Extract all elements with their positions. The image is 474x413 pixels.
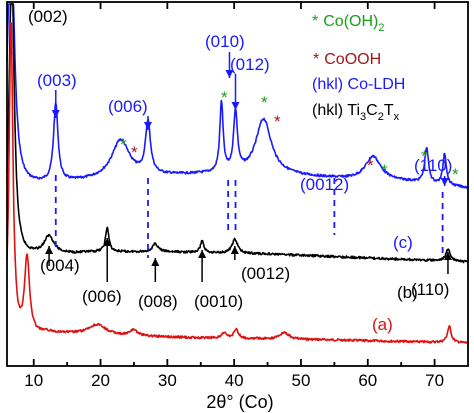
- label-ti-002: (002): [28, 7, 68, 26]
- star-co-oh2-73: *: [452, 165, 459, 184]
- legend-ti-sub-x: x: [394, 111, 400, 123]
- legend-co-oh2-sub: 2: [378, 22, 384, 34]
- arrow-ti-008-head: [151, 258, 160, 266]
- curve-label-a: (a): [372, 315, 393, 334]
- label-ldh-0012: (0012): [300, 175, 349, 194]
- label-ti-0012: (0012): [241, 264, 290, 283]
- legend-co-oh2: * Co(OH)2: [312, 13, 384, 34]
- label-ldh-012: (012): [230, 55, 270, 74]
- arrow-ti-0010-head: [198, 250, 207, 258]
- legend-ti-sub-2: 2: [378, 111, 384, 123]
- x-tick-label-20: 20: [91, 371, 110, 390]
- legend-coooh-marker: *: [313, 51, 319, 68]
- arrow-ti-0012-head: [230, 246, 239, 254]
- label-ldh-110: (110): [414, 156, 452, 175]
- legend-ti3c2tx: (hkl) Ti3C2Tx: [312, 102, 400, 123]
- star-co-oh2-38: *: [221, 88, 228, 107]
- label-ti-004: (004): [40, 256, 80, 275]
- x-tick-label-50: 50: [292, 371, 311, 390]
- label-ti-008: (008): [138, 292, 178, 311]
- x-tick-label-10: 10: [24, 371, 43, 390]
- x-tick-label-60: 60: [358, 371, 377, 390]
- legend-coooh-label: CoOOH: [324, 51, 381, 68]
- legend-ti-t: T: [384, 102, 394, 119]
- x-axis-title: 2θ° (Co): [206, 392, 273, 412]
- legend-co-oh2-marker: *: [312, 13, 318, 30]
- legend-ti-prefix: (hkl) Ti: [312, 102, 360, 119]
- star-coooh-25: *: [131, 143, 138, 162]
- arrow-ldh-006-head: [143, 122, 152, 130]
- arrow-ti-004-head: [45, 246, 54, 254]
- legend: * Co(OH)2 * CoOOH (hkl) Co-LDH (hkl) Ti3C2…: [312, 13, 405, 123]
- label-ti-006: (006): [82, 287, 122, 306]
- curve-c: [6, 3, 469, 189]
- legend-co-oh2-label: Co(OH): [323, 13, 378, 30]
- label-ldh-010: (010): [205, 32, 245, 51]
- curve-label-b: (b): [397, 283, 418, 302]
- legend-co-ldh: (hkl) Co-LDH: [312, 76, 405, 93]
- star-coooh-46: *: [274, 112, 281, 131]
- label-ldh-006: (006): [108, 97, 148, 116]
- label-ti-0010: (0010): [194, 292, 243, 311]
- legend-ti-sub-3: 3: [360, 111, 366, 123]
- curves-layer: [6, 3, 469, 344]
- curve-b: [6, 3, 469, 264]
- arrow-ldh-003-head: [51, 110, 60, 118]
- legend-ti-c: C: [366, 102, 378, 119]
- arrow-ldh-010-head: [225, 70, 234, 78]
- arrow-ldh-110-head: [440, 178, 449, 186]
- star-co-oh2-62: *: [381, 161, 388, 180]
- x-tick-label-40: 40: [225, 371, 244, 390]
- curve-label-c: (c): [393, 233, 413, 252]
- curve-a: [6, 22, 469, 344]
- star-co-oh2-44: *: [261, 93, 268, 112]
- star-co-oh2-23: *: [120, 135, 127, 154]
- arrow-ti-006-head: [103, 238, 112, 246]
- x-tick-label-30: 30: [158, 371, 177, 390]
- star-co-oh2-68: *: [421, 147, 428, 166]
- arrow-ldh-012-head: [231, 102, 240, 110]
- plot-frame: [6, 1, 469, 367]
- x-ticks: 10 20 30 40 50 60 70: [24, 2, 444, 390]
- label-ti-110: (110): [411, 280, 449, 299]
- markers-layer: [45, 52, 452, 282]
- x-tick-label-70: 70: [425, 371, 444, 390]
- star-coooh-60: *: [367, 156, 374, 175]
- label-ldh-003: (003): [37, 71, 77, 90]
- legend-coooh: * CoOOH: [313, 51, 381, 68]
- arrow-ti-110-head: [443, 252, 452, 260]
